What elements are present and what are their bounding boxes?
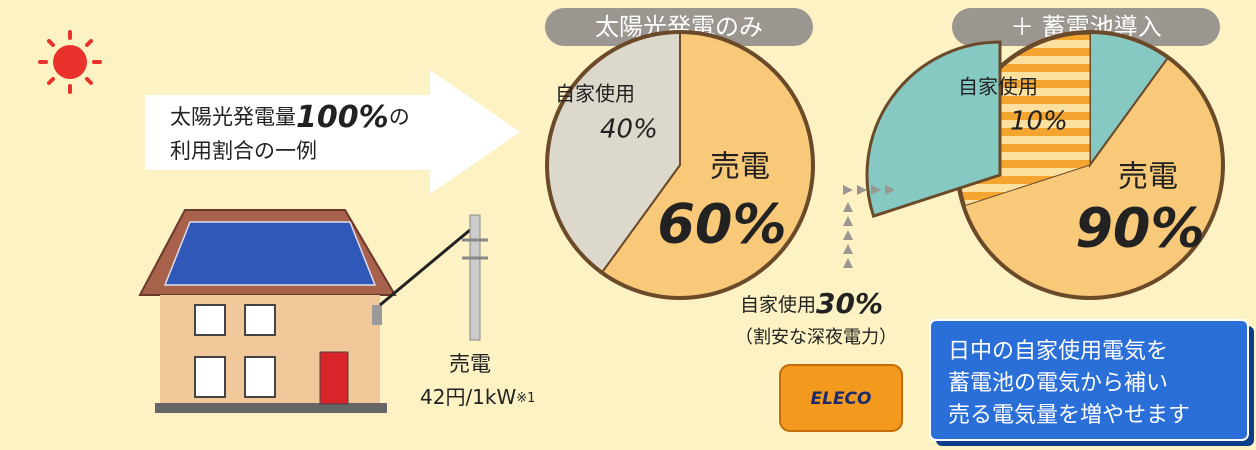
infographic: 太陽光発電量100%の 利用割合の一例 売電 42円/1kW※1 太陽光発電のみ… (0, 0, 1256, 450)
slice-label: 自家使用 (958, 75, 1038, 99)
sale-label: 売電 (449, 352, 491, 376)
slice-value: 90% (1075, 197, 1204, 260)
house (140, 210, 488, 413)
night-use-text: 自家使用30% (740, 287, 883, 320)
callout-line: 蓄電池の電気から補い (948, 371, 1168, 396)
slice-label: 売電 (1118, 160, 1178, 195)
sun-icon (40, 32, 100, 92)
slice-value: 10% (1010, 107, 1068, 137)
intro-prefix: 太陽光発電量 (170, 105, 296, 129)
slice-value: 60% (657, 193, 786, 256)
intro-amount: 100% (296, 100, 389, 135)
night-use-label: 自家使用 (740, 294, 816, 316)
slice-label: 売電 (710, 150, 770, 185)
logo-text: ELECO (811, 389, 872, 409)
page: {"intro": {"prefix": "太陽光発電量", "amount":… (0, 0, 1256, 450)
price-note: ※1 (516, 391, 535, 406)
slice-label: 自家使用 (555, 82, 635, 106)
slice-value: 40% (600, 115, 658, 145)
intro-suffix: の (389, 105, 410, 129)
callout-line: 売る電気量を増やせます (948, 403, 1190, 428)
price: 42円/1kW (420, 385, 516, 409)
night-use-value: 30% (816, 287, 883, 320)
price-text: 42円/1kW※1 (420, 385, 535, 409)
night-use-note: （割安な深夜電力） (735, 327, 897, 348)
intro-line2: 利用割合の一例 (170, 139, 317, 163)
callout-line: 日中の自家使用電気を (948, 339, 1168, 364)
